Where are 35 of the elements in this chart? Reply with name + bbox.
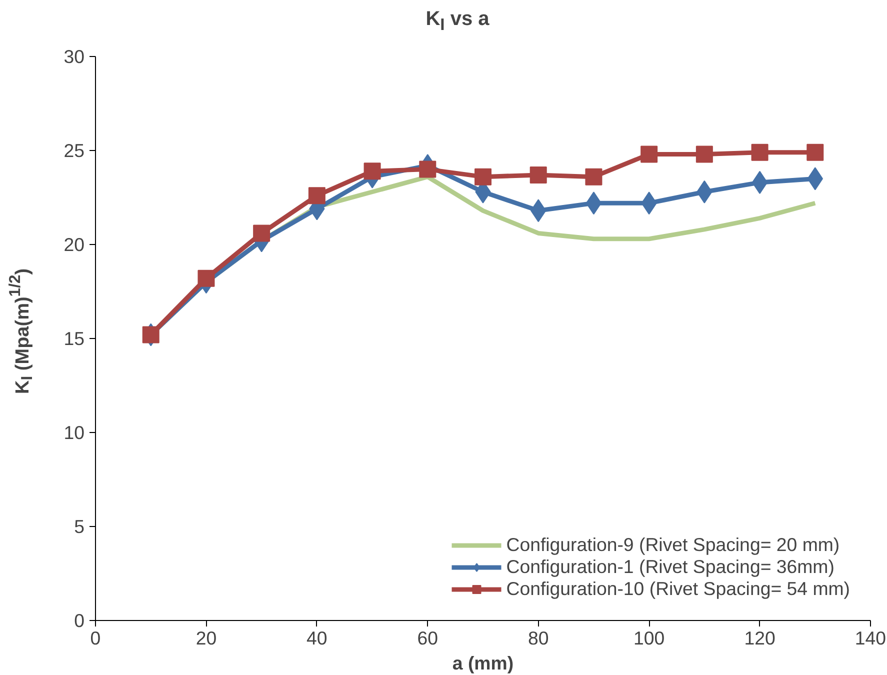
point: [585, 168, 602, 186]
point: [142, 326, 160, 344]
point: [696, 146, 713, 163]
x-tick-label: 0: [90, 628, 101, 648]
point: [253, 224, 270, 242]
x-tick-label: 60: [417, 628, 438, 648]
y-tick-label: 25: [64, 140, 85, 161]
x-tick-label: 140: [854, 628, 886, 648]
point: [586, 192, 602, 215]
y-tick-label: 15: [64, 328, 85, 349]
y-tick-label: 30: [64, 46, 85, 67]
legend-label: Configuration-1 (Rivet Spacing= 36mm): [506, 556, 834, 578]
point: [308, 187, 326, 204]
x-tick-label: 80: [528, 628, 549, 648]
x-tick-label: 120: [744, 628, 776, 648]
point: [474, 168, 492, 186]
point: [640, 146, 658, 163]
x-tick-label: 100: [634, 628, 665, 648]
x-tick-label: 20: [196, 628, 217, 648]
legend-label: Configuration-9 (Rivet Spacing= 20 mm): [506, 534, 840, 556]
chart-title: K$_{I}$ vs a: [424, 7, 490, 36]
point: [530, 166, 547, 184]
point: [198, 270, 215, 287]
legend-label: Configuration-10 (Rivet Spacing= 54 mm): [506, 578, 850, 600]
point: [364, 162, 381, 180]
y-tick-label: 10: [64, 422, 85, 443]
point: [751, 144, 768, 161]
x-tick-label: 40: [306, 628, 328, 648]
point: [806, 144, 824, 161]
point: [419, 160, 436, 178]
x-axis-title: a (mm): [452, 652, 514, 674]
y-tick-label: 20: [64, 234, 85, 255]
y-tick-label: 0: [74, 610, 85, 631]
point: [752, 170, 768, 194]
y-tick-label: 5: [74, 516, 85, 537]
